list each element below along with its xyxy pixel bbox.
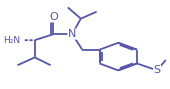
Text: H₂N: H₂N xyxy=(3,36,20,45)
Text: O: O xyxy=(49,12,58,22)
Text: S: S xyxy=(154,65,161,75)
Text: N: N xyxy=(68,29,76,39)
